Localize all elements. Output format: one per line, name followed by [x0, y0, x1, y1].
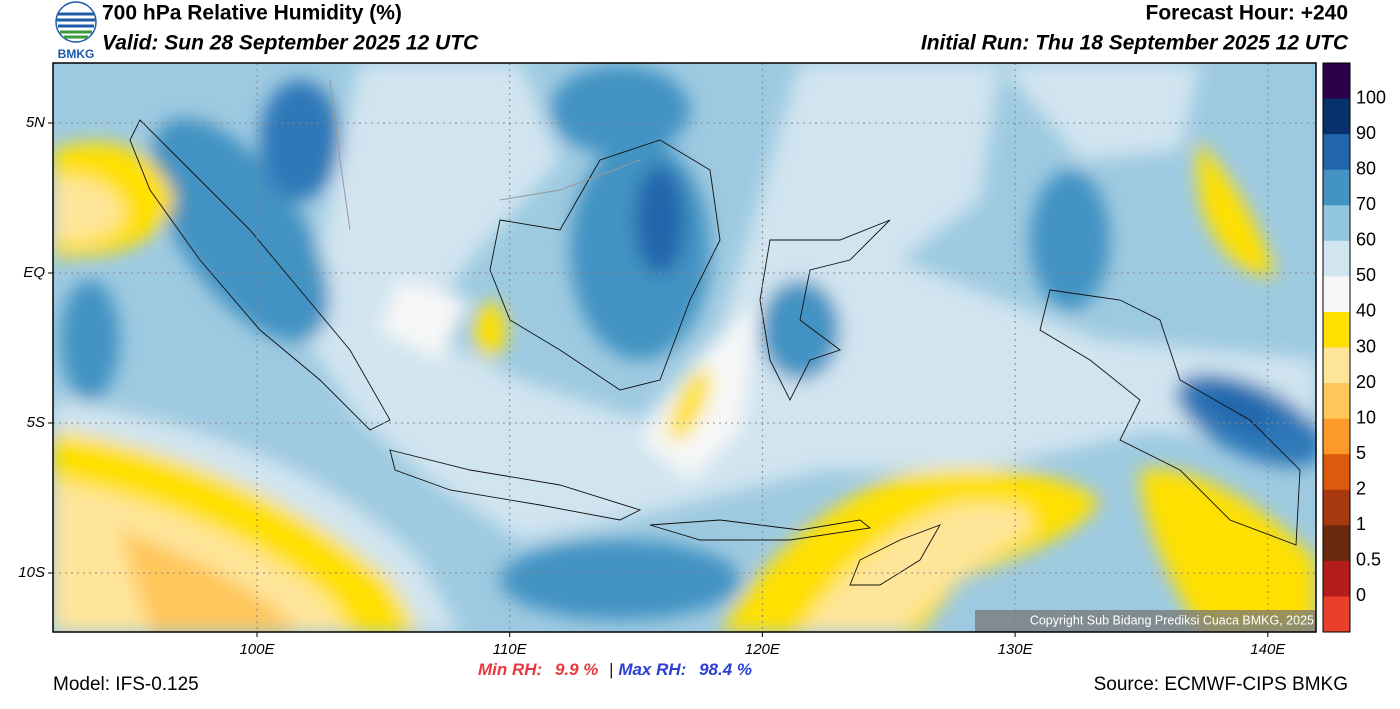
colorbar-swatch	[1323, 134, 1350, 171]
valid-time: Valid: Sun 28 September 2025 12 UTC	[102, 32, 479, 55]
title: 700 hPa Relative Humidity (%)	[102, 2, 402, 25]
grid	[53, 63, 1316, 632]
model: Model: IFS-0.125	[53, 674, 199, 695]
colorbar-swatch	[1323, 276, 1350, 313]
map-frame	[52, 62, 1317, 633]
colorbar-swatch	[1323, 205, 1350, 242]
initial-run: Initial Run: Thu 18 September 2025 12 UT…	[921, 32, 1349, 55]
colorbar-swatch	[1323, 418, 1350, 455]
forecast-hour: Forecast Hour: +240	[1146, 2, 1349, 25]
colorbar-label: 60	[1356, 230, 1376, 250]
colorbar-label: 5	[1356, 443, 1366, 463]
colorbar-label: 70	[1356, 194, 1376, 214]
max-label: Max RH:	[618, 660, 686, 679]
colorbar-label: 100	[1356, 87, 1386, 107]
copyright: Copyright Sub Bidang Prediksi Cuaca BMKG…	[1030, 613, 1314, 627]
lat-label: EQ	[23, 264, 45, 281]
colorbar-swatch	[1323, 63, 1350, 100]
colorbar-label: 1	[1356, 514, 1366, 534]
colorbar-swatch	[1323, 383, 1350, 420]
lat-label: 5N	[26, 114, 45, 131]
colorbar-swatch	[1323, 596, 1350, 633]
colorbar-label: 10	[1356, 407, 1376, 427]
colorbar-label: 50	[1356, 265, 1376, 285]
lon-label: 140E	[1250, 641, 1286, 658]
max-value: 98.4 %	[699, 660, 752, 679]
source: Source: ECMWF-CIPS BMKG	[1094, 674, 1348, 695]
colorbar-swatch	[1323, 560, 1350, 597]
separator: |	[609, 660, 613, 679]
humidity-field: Copyright Sub Bidang Prediksi Cuaca BMKG…	[53, 63, 1316, 632]
colorbar-label: 2	[1356, 479, 1366, 499]
lon-label: 130E	[998, 641, 1034, 658]
lat-label: 10S	[18, 564, 45, 581]
min-value: 9.9 %	[555, 660, 598, 679]
lon-label: 100E	[239, 641, 275, 658]
lon-label: 110E	[493, 641, 528, 658]
axis-labels: 5N EQ 5S 10S 100E 110E 120E 130E 140E	[18, 114, 1286, 658]
colorbar-label: 0.5	[1356, 550, 1381, 570]
colorbar-swatch	[1323, 454, 1350, 491]
logo: BMKG	[55, 1, 97, 61]
colorbar-label: 80	[1356, 158, 1376, 178]
colorbar-swatch	[1323, 347, 1350, 384]
colorbar-label: 0	[1356, 585, 1366, 605]
colorbar-label: 90	[1356, 123, 1376, 143]
colorbar-label: 20	[1356, 372, 1376, 392]
min-label: Min RH:	[478, 660, 542, 679]
colorbar-frame	[1322, 62, 1351, 633]
lat-label: 5S	[27, 414, 45, 431]
colorbar-swatch	[1323, 311, 1350, 348]
lon-label: 120E	[745, 641, 781, 658]
colorbar: 100 90 80 70 60 50 40 30 20 10 5 2 1 0.5 0	[1322, 62, 1386, 633]
colorbar-label: 40	[1356, 301, 1376, 321]
colorbar-swatch	[1323, 525, 1350, 562]
colorbar-swatch	[1323, 240, 1350, 277]
colorbar-swatch	[1323, 489, 1350, 526]
logo-text: BMKG	[58, 47, 95, 61]
rh-range: Min RH: 9.9 % | Max RH: 98.4 %	[478, 660, 752, 679]
colorbar-label: 30	[1356, 336, 1376, 356]
colorbar-swatch	[1323, 169, 1350, 206]
colorbar-swatch	[1323, 98, 1350, 135]
